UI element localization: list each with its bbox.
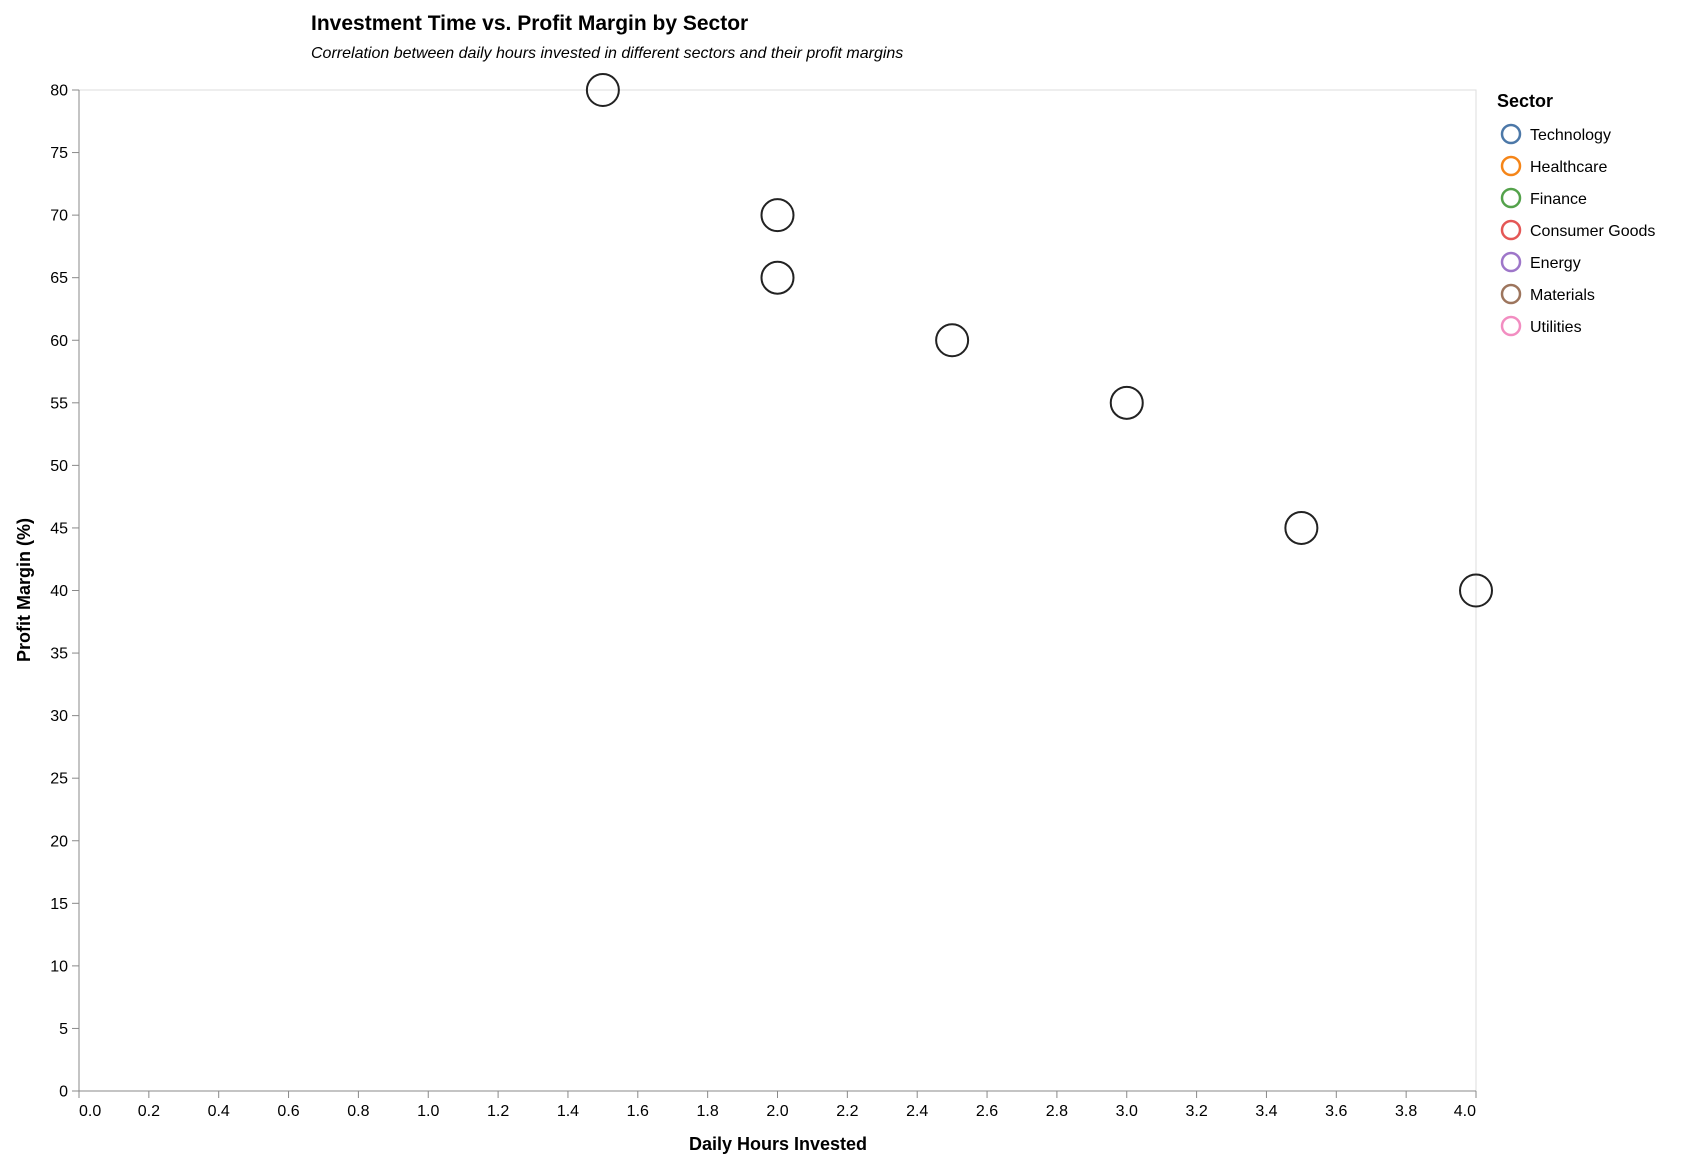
plot-border (78, 89, 1477, 1092)
y-tick-label: 35 (50, 646, 68, 663)
x-tick-label: 2.0 (766, 1103, 788, 1120)
y-tick-label: 75 (50, 145, 68, 162)
legend-title: Sector (1497, 91, 1553, 111)
y-tick-label: 20 (50, 833, 68, 850)
x-tick-label: 0.8 (347, 1103, 369, 1120)
y-axis: 0 5 10 15 20 25 30 35 40 45 50 55 60 65 70 75 80 (50, 83, 80, 1101)
legend-label: Consumer Goods (1530, 223, 1655, 240)
y-tick-label: 45 (50, 520, 68, 537)
x-tick-label: 0.0 (79, 1103, 101, 1120)
legend-symbol (1500, 155, 1522, 177)
y-tick-label: 80 (50, 83, 68, 100)
y-tick-label: 40 (50, 583, 68, 600)
legend-symbol (1500, 187, 1522, 209)
y-tick-label: 70 (50, 208, 68, 225)
chart-title: Investment Time vs. Profit Margin by Sec… (311, 12, 748, 35)
x-axis: 0.0 0.2 0.4 0.6 0.8 1.0 1.2 1.4 1.6 1.8 2.0 2.2 2.4 2… (78, 1090, 1477, 1120)
y-tick-label: 30 (50, 708, 68, 725)
x-tick-label: 0.6 (277, 1103, 299, 1120)
data-point (1459, 573, 1493, 608)
x-tick-label: 1.2 (487, 1103, 509, 1120)
y-tick-label: 50 (50, 458, 68, 475)
y-tick-label: 15 (50, 896, 68, 913)
chart-subtitle: Correlation between daily hours invested… (311, 45, 903, 62)
plot-frame (78, 89, 1477, 1092)
x-tick-label: 1.8 (697, 1103, 719, 1120)
legend-symbol (1500, 123, 1522, 145)
legend-symbol (1500, 219, 1522, 241)
y-tick-label: 60 (50, 333, 68, 350)
legend-symbol (1500, 251, 1522, 273)
x-tick-label: 1.6 (627, 1103, 649, 1120)
x-tick-label: 3.4 (1255, 1103, 1277, 1120)
y-tick-label: 10 (50, 958, 68, 975)
x-tick-label: 1.0 (417, 1103, 439, 1120)
x-tick-label: 2.2 (836, 1103, 858, 1120)
legend-symbol (1500, 283, 1522, 305)
x-tick-label: 3.8 (1395, 1103, 1417, 1120)
legend-symbol (1500, 315, 1522, 337)
data-point (760, 260, 795, 295)
data-point (760, 198, 795, 233)
y-tick-label: 25 (50, 771, 68, 788)
y-tick-label: 65 (50, 270, 68, 287)
data-point (935, 323, 970, 358)
x-tick-label: 3.0 (1116, 1103, 1138, 1120)
x-tick-label: 0.4 (208, 1103, 230, 1120)
x-tick-label: 2.4 (906, 1103, 928, 1120)
legend-label: Technology (1530, 127, 1611, 144)
y-tick-label: 5 (59, 1021, 68, 1038)
x-tick-label: 2.8 (1046, 1103, 1068, 1120)
x-tick-label: 3.6 (1325, 1103, 1347, 1120)
y-axis-title: Profit Margin (%) (14, 518, 34, 662)
x-tick-label: 0.2 (138, 1103, 160, 1120)
legend: Sector Technology Healthcare Finance Consum… (1497, 91, 1655, 337)
data-point (1284, 510, 1319, 545)
x-tick-label: 2.6 (976, 1103, 998, 1120)
legend-label: Materials (1530, 287, 1595, 304)
legend-label: Healthcare (1530, 159, 1607, 176)
x-tick-label: 4.0 (1454, 1103, 1476, 1120)
legend-label: Utilities (1530, 319, 1582, 336)
legend-label: Energy (1530, 255, 1581, 272)
data-point (1109, 385, 1144, 420)
legend-label: Finance (1530, 191, 1587, 208)
x-tick-label: 3.2 (1185, 1103, 1207, 1120)
data-points (585, 73, 1493, 608)
y-tick-label: 0 (59, 1084, 68, 1101)
y-tick-label: 55 (50, 395, 68, 412)
data-point (585, 73, 620, 107)
x-axis-title: Daily Hours Invested (689, 1134, 867, 1154)
x-tick-label: 1.4 (557, 1103, 579, 1120)
